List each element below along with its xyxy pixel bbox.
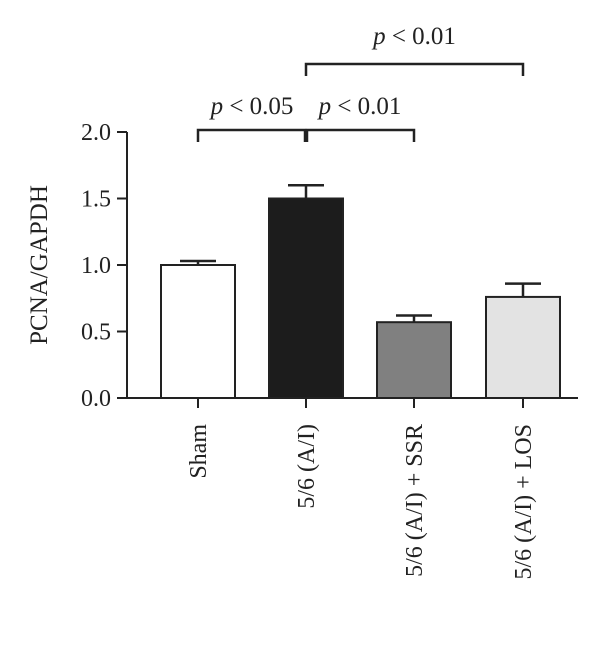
y-tick-label: 1.0	[81, 253, 111, 279]
y-axis-label: PCNA/GAPDH	[26, 185, 53, 345]
y-tick-label: 1.5	[81, 187, 111, 213]
p-threshold: < 0.05	[223, 93, 293, 120]
significance-label: p < 0.01	[371, 23, 456, 50]
bar-2	[376, 321, 452, 399]
significance-bracket	[305, 128, 416, 142]
x-tick-label: Sham	[186, 424, 212, 479]
p-symbol: p	[317, 93, 332, 120]
significance-brackets: p < 0.05 p < 0.01p < 0.01	[196, 23, 525, 142]
bars	[160, 197, 561, 400]
bar-3	[485, 295, 561, 400]
p-threshold: < 0.01	[386, 23, 456, 50]
p-symbol: p	[209, 93, 224, 120]
y-tick-label: 0.5	[81, 320, 111, 346]
significance-label: p < 0.05	[209, 93, 294, 120]
p-threshold: < 0.01	[331, 93, 401, 120]
significance-bracket	[304, 62, 525, 76]
x-tick-label: 5/6 (A/I)	[294, 424, 320, 509]
significance-label: p < 0.01	[317, 93, 402, 120]
x-tick-labels: Sham 5/6 (A/I) 5/6 (A/I) + SSR 5/6 (A/I) + …	[186, 424, 537, 580]
y-axis-label-group: PCNA/GAPDH	[26, 185, 53, 345]
x-tick-label: 5/6 (A/I) + LOS	[511, 424, 537, 580]
error-bars	[180, 183, 541, 323]
p-symbol: p	[371, 23, 386, 50]
significance-bracket	[196, 128, 307, 142]
bar-1	[268, 197, 344, 399]
x-tick-label: 5/6 (A/I) + SSR	[402, 424, 428, 577]
bar-0	[160, 264, 236, 399]
y-tick-label: 0.0	[81, 386, 111, 412]
y-tick-label: 2.0	[81, 120, 111, 146]
